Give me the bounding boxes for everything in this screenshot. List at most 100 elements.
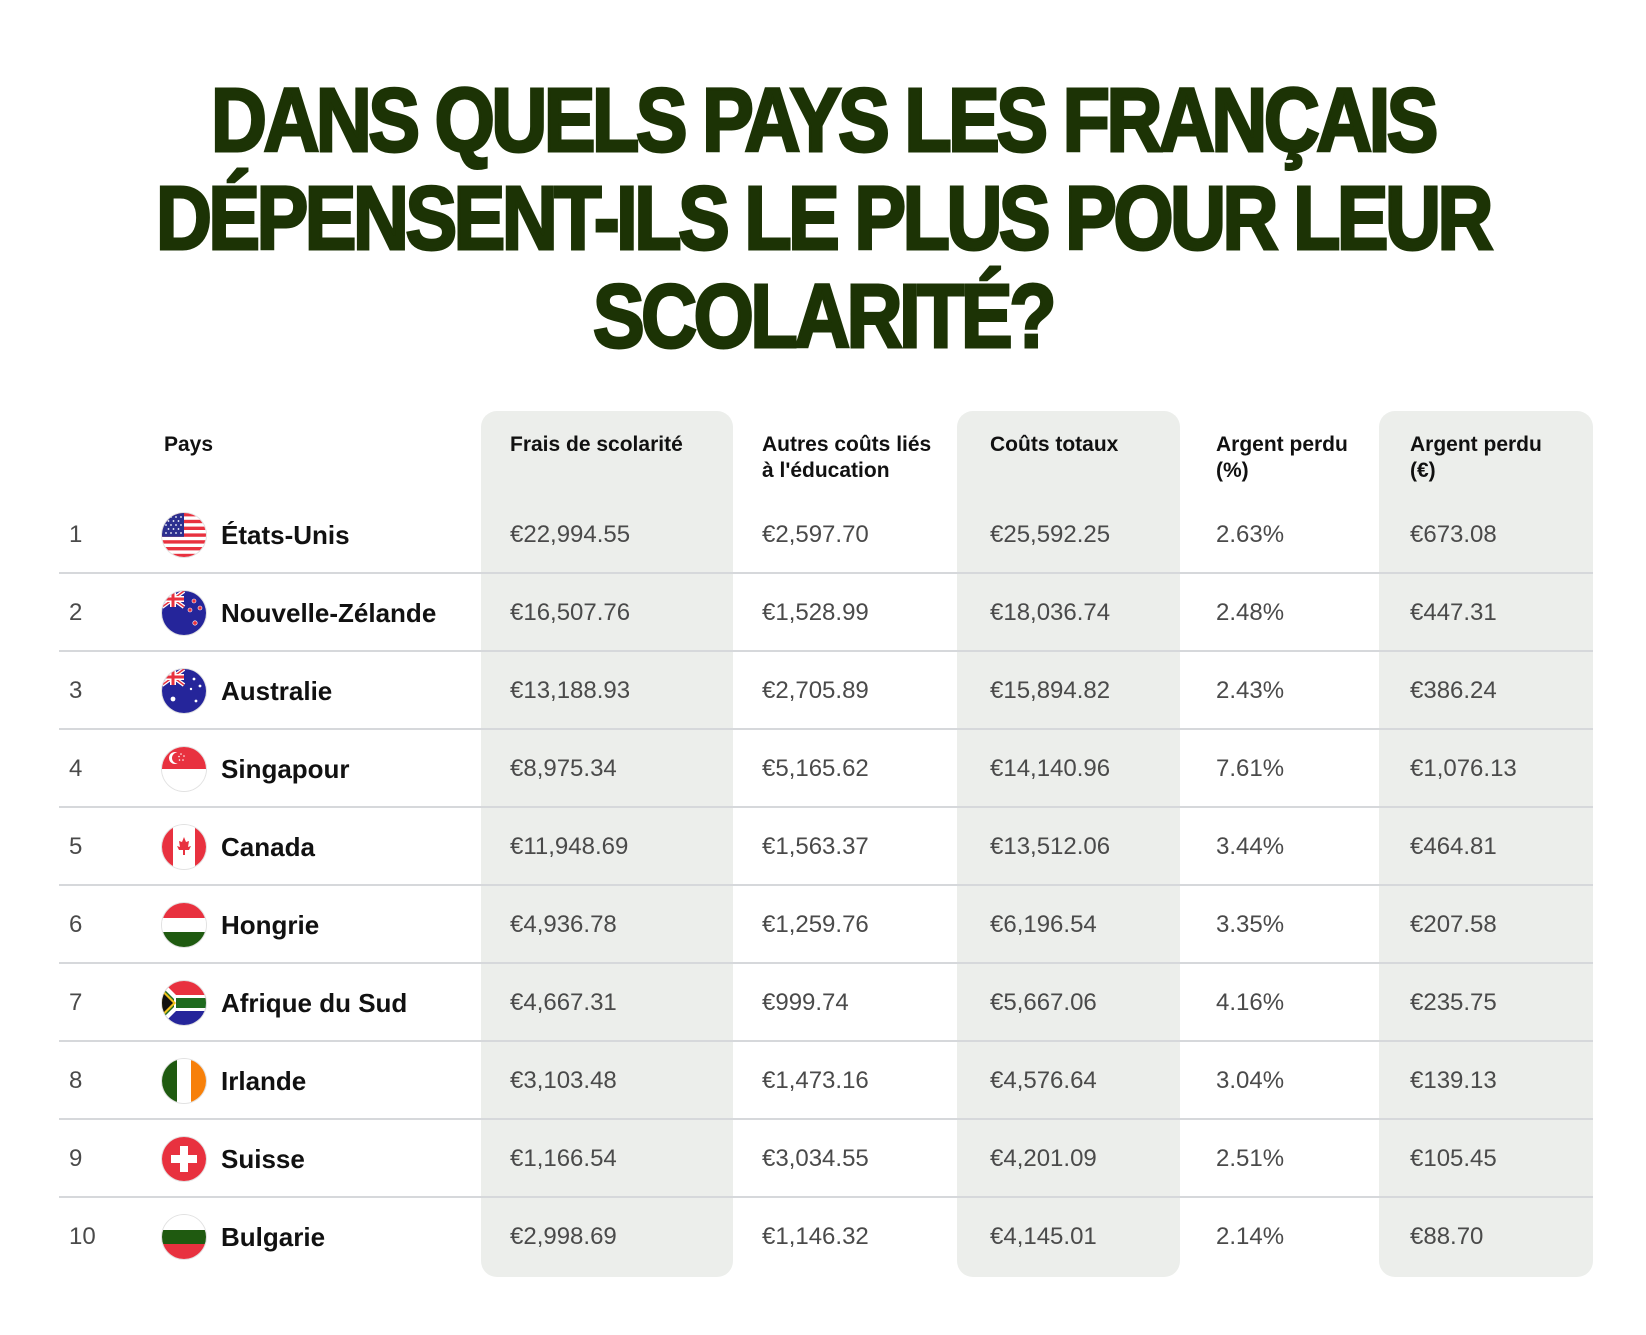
- tuition-value: €2,998.69: [510, 1223, 617, 1250]
- total-costs-value: €5,667.06: [990, 989, 1097, 1016]
- rank: 3: [69, 677, 83, 704]
- country-name: Canada: [221, 832, 315, 862]
- bg-flag-icon: [162, 1215, 206, 1259]
- rank: 10: [69, 1223, 96, 1250]
- tuition-value: €1,166.54: [510, 1145, 617, 1172]
- other-costs-value: €999.74: [762, 989, 849, 1016]
- country-name: Afrique du Sud: [221, 988, 408, 1018]
- row-divider: [59, 1040, 1593, 1042]
- country-name: Australie: [221, 676, 333, 706]
- au-flag-icon: [162, 669, 206, 713]
- other-costs-value: €1,473.16: [762, 1067, 869, 1094]
- lost-eur-value: €207.58: [1410, 911, 1497, 938]
- table-row: 8 Irlande €3,103.48 €1,473.16 €4,576.64 …: [0, 1042, 1646, 1120]
- page-title: DANS QUELS PAYS LES FRANÇAIS DÉPENSENT-I…: [115, 71, 1531, 368]
- total-costs-value: €4,201.09: [990, 1145, 1097, 1172]
- sg-flag-icon: [162, 747, 206, 791]
- row-divider: [59, 962, 1593, 964]
- country-name: Nouvelle-Zélande: [221, 598, 437, 628]
- lost-eur-value: €673.08: [1410, 521, 1497, 548]
- lost-eur-value: €464.81: [1410, 833, 1497, 860]
- table-row: 4 Singapour €8,975.34 €5,165.62 €14,140.…: [0, 730, 1646, 808]
- country-name: Singapour: [221, 754, 350, 784]
- lost-pct-value: 2.63%: [1216, 521, 1285, 548]
- header-lost-eur: Argent perdu (€): [1410, 433, 1542, 482]
- country-name: Hongrie: [221, 910, 320, 940]
- table-row: 3 Australie €13,188.93 €2,705.89 €15,894…: [0, 652, 1646, 730]
- table-row: 5 Canada €11,948.69 €1,563.37 €13,512.06…: [0, 808, 1646, 886]
- tuition-value: €4,667.31: [510, 989, 617, 1016]
- hu-flag-icon: [162, 903, 206, 947]
- tuition-value: €8,975.34: [510, 755, 617, 782]
- lost-eur-value: €139.13: [1410, 1067, 1497, 1094]
- table-row: 6 Hongrie €4,936.78 €1,259.76 €6,196.54 …: [0, 886, 1646, 964]
- header-other-costs: Autres coûts liés à l'éducation: [762, 433, 932, 482]
- rank: 8: [69, 1067, 83, 1094]
- other-costs-value: €1,259.76: [762, 911, 869, 938]
- total-costs-value: €13,512.06: [990, 833, 1111, 860]
- tuition-value: €4,936.78: [510, 911, 617, 938]
- row-divider: [59, 1118, 1593, 1120]
- tuition-value: €13,188.93: [510, 677, 631, 704]
- lost-pct-value: 3.35%: [1216, 911, 1285, 938]
- total-costs-value: €4,145.01: [990, 1223, 1097, 1250]
- rank: 9: [69, 1145, 83, 1172]
- other-costs-value: €3,034.55: [762, 1145, 869, 1172]
- lost-eur-value: €1,076.13: [1410, 755, 1517, 782]
- total-costs-value: €25,592.25: [990, 521, 1111, 548]
- table-row: 1 États-Unis €22,994.55 €2,597.70 €25,59…: [0, 496, 1646, 574]
- tuition-column-panel: [481, 411, 733, 1277]
- title-line-2: DÉPENSENT-ILS LE PLUS POUR LEUR: [155, 169, 1495, 270]
- lost-pct-value: 3.04%: [1216, 1067, 1285, 1094]
- ch-flag-icon: [162, 1137, 206, 1181]
- lost-eur-value: €447.31: [1410, 599, 1497, 626]
- lost-eur-value: €386.24: [1410, 677, 1497, 704]
- row-divider: [59, 884, 1593, 886]
- country-name: Bulgarie: [221, 1222, 326, 1252]
- header-lost-pct: Argent perdu (%): [1216, 433, 1348, 482]
- ie-flag-icon: [162, 1059, 206, 1103]
- lost-pct-value: 4.16%: [1216, 989, 1285, 1016]
- rank: 4: [69, 755, 83, 782]
- total-costs-value: €4,576.64: [990, 1067, 1097, 1094]
- lost-pct-value: 2.48%: [1216, 599, 1285, 626]
- nz-flag-icon: [162, 591, 206, 635]
- lost-eur-value: €88.70: [1410, 1223, 1484, 1250]
- rank: 1: [69, 521, 83, 548]
- ca-flag-icon: [162, 825, 206, 869]
- rank: 6: [69, 911, 83, 938]
- us-flag-icon: [162, 513, 206, 557]
- tuition-value: €16,507.76: [510, 599, 631, 626]
- other-costs-value: €2,705.89: [762, 677, 869, 704]
- total-costs-value: €18,036.74: [990, 599, 1111, 626]
- tuition-value: €22,994.55: [510, 521, 631, 548]
- lost-pct-value: 2.43%: [1216, 677, 1285, 704]
- country-name: Irlande: [221, 1066, 307, 1096]
- title-line-1: DANS QUELS PAYS LES FRANÇAIS: [210, 71, 1440, 172]
- lost-pct-value: 2.14%: [1216, 1223, 1285, 1250]
- row-divider: [59, 572, 1593, 574]
- other-costs-value: €5,165.62: [762, 755, 869, 782]
- rank: 5: [69, 833, 83, 860]
- other-costs-value: €2,597.70: [762, 521, 869, 548]
- rank: 2: [69, 599, 83, 626]
- table-row: 7 Afrique du Sud €4,667.31 €999.74 €5,66…: [0, 964, 1646, 1042]
- lost-pct-value: 7.61%: [1216, 755, 1285, 782]
- other-costs-value: €1,563.37: [762, 833, 869, 860]
- lost-eur-column-panel: [1379, 411, 1593, 1277]
- rank: 7: [69, 989, 83, 1016]
- table-row: 9 Suisse €1,166.54 €3,034.55 €4,201.09 2…: [0, 1120, 1646, 1198]
- total-costs-value: €14,140.96: [990, 755, 1111, 782]
- total-costs-column-panel: [957, 411, 1180, 1277]
- za-flag-icon: [162, 981, 206, 1025]
- header-country: Pays: [164, 433, 214, 456]
- country-name: Suisse: [221, 1144, 305, 1174]
- lost-pct-value: 2.51%: [1216, 1145, 1285, 1172]
- table-row: 10 Bulgarie €2,998.69 €1,146.32 €4,145.0…: [0, 1198, 1646, 1276]
- total-costs-value: €6,196.54: [990, 911, 1097, 938]
- other-costs-value: €1,528.99: [762, 599, 869, 626]
- title-line-3: SCOLARITÉ?: [592, 267, 1058, 368]
- other-costs-value: €1,146.32: [762, 1223, 869, 1250]
- table-header: Pays Frais de scolarité Autres coûts lié…: [0, 432, 1646, 492]
- row-divider: [59, 650, 1593, 652]
